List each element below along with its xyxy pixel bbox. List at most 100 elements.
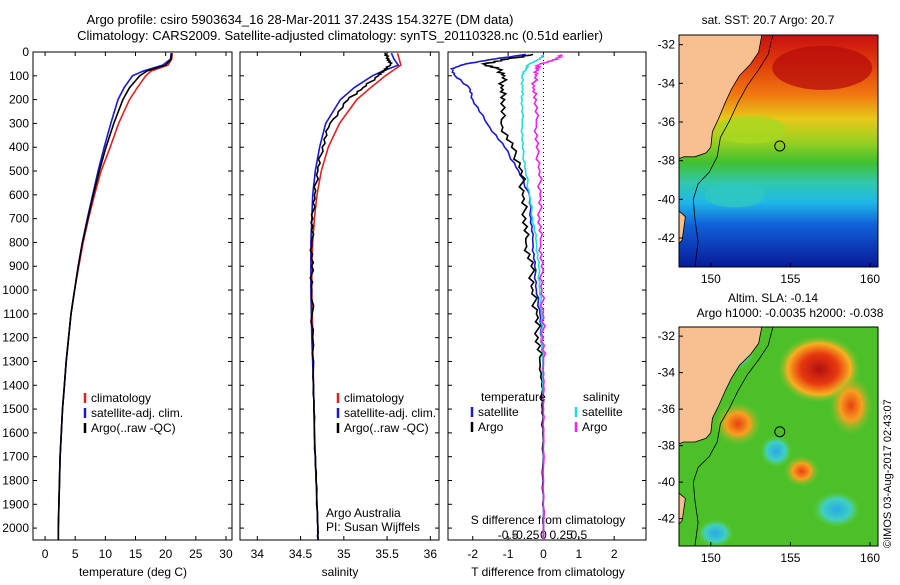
- temperature-series-line: [57, 53, 173, 540]
- y-tick-label: 1200: [2, 331, 29, 345]
- s-axis-label: S difference from climatology: [471, 513, 626, 527]
- y-tick-label: -38: [658, 439, 676, 453]
- x-tick-label: -2: [467, 547, 478, 561]
- y-tick-label: -40: [658, 192, 676, 206]
- y-tick-label: -42: [658, 231, 676, 245]
- figure-title-line1: Argo profile: csiro 5903634_16 28-Mar-20…: [87, 12, 514, 27]
- y-tick-label: 600: [9, 188, 29, 202]
- x-axis-label: salinity: [322, 565, 359, 579]
- x-tick-label: 155: [780, 272, 800, 286]
- legend-label: Argo: [582, 420, 608, 434]
- y-tick-label: 1900: [2, 497, 29, 511]
- y-tick-label: 2000: [2, 521, 29, 535]
- map-title: Altim. SLA: -0.14: [728, 291, 818, 305]
- x-axis-label: T difference from climatology: [471, 565, 625, 579]
- x-tick-label: 0: [540, 547, 547, 561]
- legend-label: Argo: [478, 420, 504, 434]
- y-tick-label: 1000: [2, 283, 29, 297]
- imos-watermark: ©IMOS 03-Aug-2017 02:43:07: [882, 399, 894, 548]
- eddy-cold: [812, 491, 861, 528]
- figure-title-line2: Climatology: CARS2009. Satellite-adjuste…: [77, 28, 603, 43]
- x-tick-label: 160: [860, 551, 880, 565]
- annotation-line: PI: Susan Wijffels: [326, 520, 420, 534]
- legend-label: climatology: [91, 391, 151, 405]
- legend-label: satellite: [478, 405, 519, 419]
- difference-series-line: [530, 53, 565, 541]
- y-tick-label: -42: [658, 512, 676, 526]
- shelf-contour: [692, 327, 774, 546]
- y-tick-label: 1500: [2, 402, 29, 416]
- x-tick-label: 34.5: [289, 547, 313, 561]
- y-tick-label: -34: [658, 76, 676, 90]
- land-area: [679, 210, 686, 245]
- land-area: [679, 492, 686, 525]
- eddy-warm: [713, 401, 762, 446]
- x-tick-label: 150: [701, 551, 721, 565]
- temperature-panel: 0100200300400500600700800900100011001200…: [2, 45, 233, 579]
- plot-frame: [239, 51, 440, 541]
- land-area: [679, 327, 763, 445]
- y-tick-label: -38: [658, 154, 676, 168]
- x-tick-label: -1: [503, 547, 514, 561]
- s-tick-label: 0.5: [570, 528, 587, 542]
- profile-location-marker: [774, 140, 786, 152]
- salinity-series-line: [309, 52, 394, 541]
- plot-frame: [447, 51, 647, 541]
- sst-map-panel: sat. SST: 20.7 Argo: 20.7 -32 -34 -36 -38 -40…: [658, 13, 881, 286]
- x-tick-label: 1: [575, 547, 582, 561]
- y-tick-label: 1600: [2, 426, 29, 440]
- x-tick-label: 15: [129, 547, 143, 561]
- front-patch: [715, 115, 786, 144]
- y-tick-label: 1800: [2, 473, 29, 487]
- legend-label: Argo(..raw -QC): [344, 421, 429, 435]
- map-image: [679, 327, 878, 546]
- y-tick-label: -40: [658, 475, 676, 489]
- y-tick-label: -36: [658, 115, 676, 129]
- map-frame: [678, 326, 879, 547]
- eddy-cold: [760, 435, 793, 468]
- s-tick-label: -0.5: [498, 528, 519, 542]
- y-tick-label: -36: [658, 402, 676, 416]
- x-tick-label: 30: [219, 547, 233, 561]
- legend-label: satellite-adj. clim.: [91, 406, 183, 420]
- x-tick-label: 20: [159, 547, 173, 561]
- y-tick-label: 1100: [3, 307, 29, 321]
- legend-label: Argo(..raw -QC): [91, 421, 176, 435]
- salinity-panel: 34 34.5 35 35.5 36 salinity climatologysatelli…: [239, 51, 440, 579]
- y-tick-label: 0: [22, 45, 29, 59]
- x-tick-label: 150: [701, 272, 721, 286]
- profile-location-marker: [774, 426, 786, 438]
- eddy-warm: [783, 455, 820, 488]
- y-tick-label: 800: [9, 235, 29, 249]
- legend-label: satellite-adj. clim.: [344, 406, 436, 420]
- plot-frame: [32, 51, 233, 541]
- legend-header: salinity: [583, 390, 620, 404]
- eddy-cold: [697, 519, 734, 546]
- y-tick-label: 400: [9, 140, 29, 154]
- x-tick-label: 0: [42, 547, 49, 561]
- y-tick-label: -32: [658, 38, 676, 52]
- map-title: sat. SST: 20.7 Argo: 20.7: [702, 13, 835, 27]
- map-frame: [678, 34, 879, 268]
- y-tick-label: 1700: [2, 450, 29, 464]
- x-tick-label: 155: [780, 551, 800, 565]
- shelf-contour: [692, 35, 774, 267]
- y-tick-label: 700: [9, 212, 29, 226]
- x-tick-label: 10: [99, 547, 113, 561]
- y-tick-label: 300: [9, 116, 29, 130]
- x-tick-label: 35.5: [375, 547, 399, 561]
- cool-patch: [704, 183, 765, 208]
- land-area: [679, 35, 763, 160]
- y-tick-label: 1300: [2, 354, 29, 368]
- x-tick-label: 160: [860, 272, 880, 286]
- x-tick-label: 5: [72, 547, 79, 561]
- legend-label: satellite: [582, 405, 623, 419]
- x-tick-label: 35: [337, 547, 351, 561]
- y-tick-label: 900: [9, 259, 29, 273]
- s-tick-label: -0.25: [512, 528, 540, 542]
- s-tick-label: 0.25: [549, 528, 573, 542]
- difference-panel: -2 -1 0 1 2-0.5-0.25 0 0.250.5S difference fro…: [447, 51, 647, 579]
- x-tick-label: 2: [611, 547, 618, 561]
